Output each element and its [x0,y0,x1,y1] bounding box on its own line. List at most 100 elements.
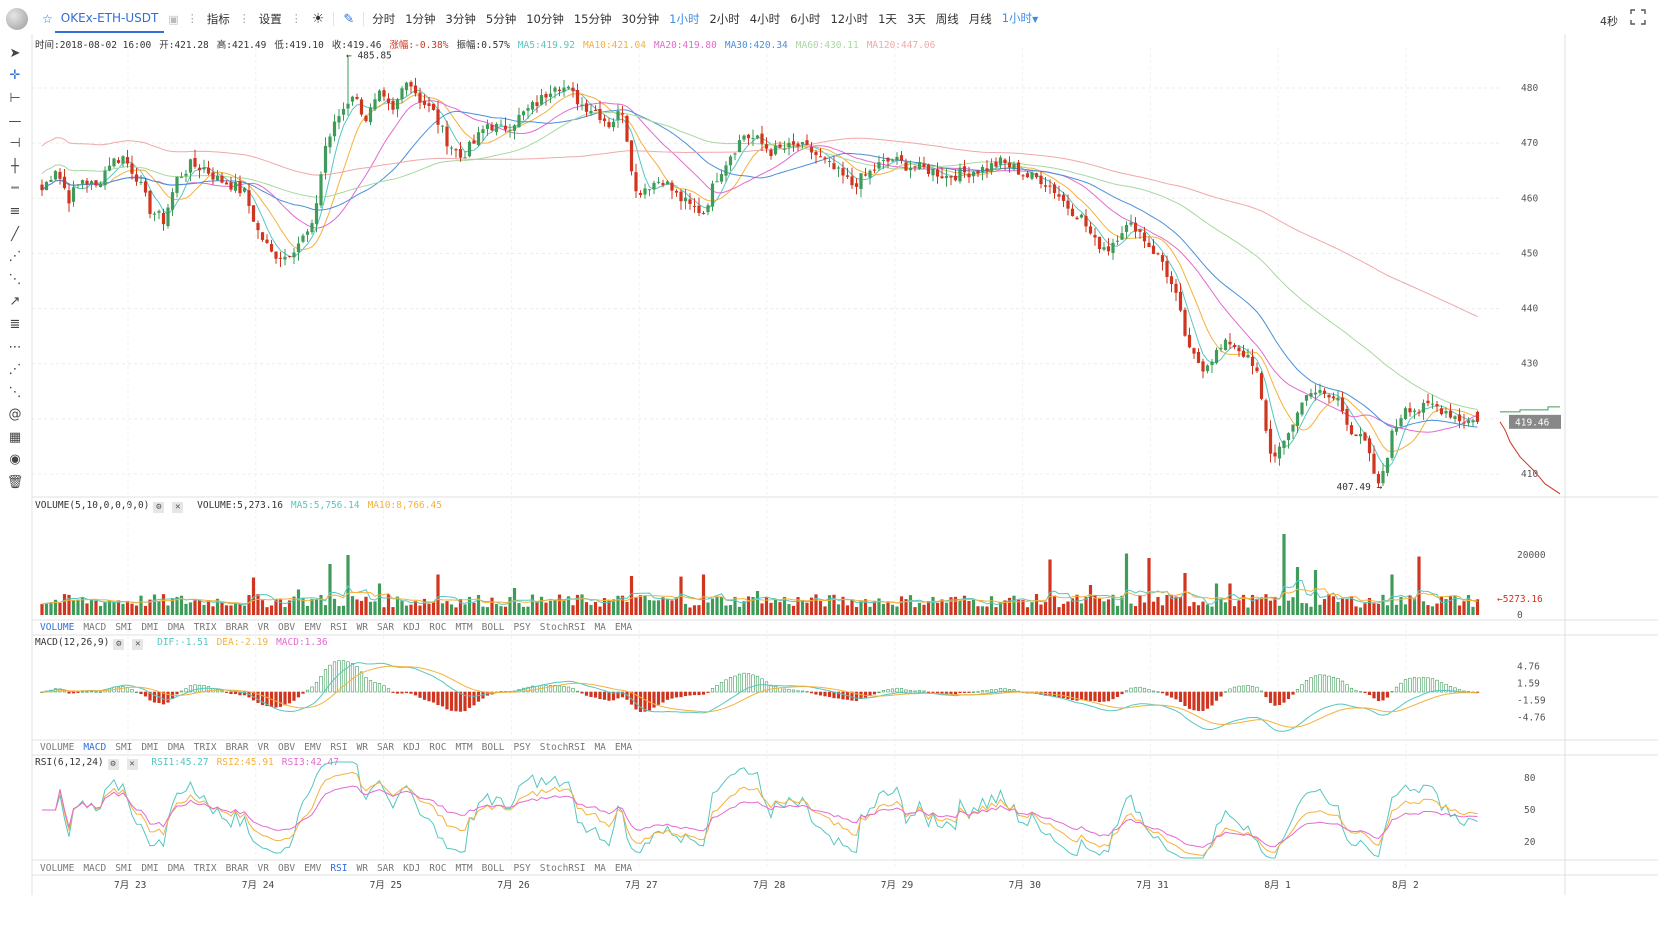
symbol-selector[interactable]: OKEx-ETH-USDT [54,5,165,33]
indicator-tab-wr[interactable]: WR [356,622,368,633]
price-range-icon[interactable]: ┉ [11,181,19,197]
indicator-tab-dma[interactable]: DMA [167,863,185,874]
indicator-tab-kdj[interactable]: KDJ [403,742,421,753]
indicator-tab-dmi[interactable]: DMI [141,863,159,874]
indicator-tab-wr[interactable]: WR [356,742,368,753]
indicator-tab-macd[interactable]: MACD [83,622,107,633]
settings-button[interactable]: 设置 [258,12,282,26]
indicator-tab-psy[interactable]: PSY [513,622,531,633]
indicator-tab-smi[interactable]: SMI [115,622,133,633]
indicator-tab-dma[interactable]: DMA [167,622,185,633]
horizontal-line-icon[interactable]: — [8,113,22,129]
indicator-tab-dmi[interactable]: DMI [141,622,159,633]
indicator-tab-roc[interactable]: ROC [429,742,447,753]
period-tab-10[interactable]: 6小时 [790,12,821,26]
indicator-tab-brar[interactable]: BRAR [225,622,249,633]
indicator-tab-emv[interactable]: EMV [304,622,322,633]
close-icon[interactable]: ✕ [172,502,184,513]
indicator-tab-vr[interactable]: VR [257,622,269,633]
trend-line-icon[interactable]: ╱ [11,226,19,242]
period-tab-13[interactable]: 3天 [906,12,926,26]
period-tab-2[interactable]: 3分钟 [445,12,476,26]
indicator-tab-mtm[interactable]: MTM [455,863,473,874]
period-tab-15[interactable]: 月线 [968,12,992,26]
indicator-tab-psy[interactable]: PSY [513,742,531,753]
gear-icon[interactable]: ⚙ [153,502,165,513]
period-dropdown[interactable]: 1小时▼ [1001,11,1039,25]
indicator-tab-obv[interactable]: OBV [277,863,296,874]
indicator-tab-rsi[interactable]: RSI [330,863,348,874]
trash-icon[interactable]: 🗑 [6,475,24,491]
period-tab-6[interactable]: 30分钟 [621,12,660,26]
gear-icon[interactable]: ⚙ [113,639,125,650]
indicator-tab-brar[interactable]: BRAR [225,742,249,753]
eye-icon[interactable]: ◉ [9,452,21,468]
indicator-tab-vr[interactable]: VR [257,863,269,874]
indicator-tab-macd[interactable]: MACD [83,863,107,874]
indicator-tab-wr[interactable]: WR [356,863,368,874]
indicator-tab-trix[interactable]: TRIX [193,622,217,633]
period-tab-5[interactable]: 15分钟 [573,12,612,26]
spiral-icon[interactable]: @ [8,407,22,423]
indicator-tab-trix[interactable]: TRIX [193,863,217,874]
favorite-star-icon[interactable]: ☆ [42,12,53,26]
cursor-icon[interactable]: ➤ [9,45,21,61]
indicator-tab-sar[interactable]: SAR [376,863,395,874]
indicator-tab-ma[interactable]: MA [594,742,606,753]
indicator-tab-obv[interactable]: OBV [277,742,296,753]
fib-retracement-icon[interactable]: ≣ [9,316,21,332]
indicator-button[interactable]: 指标 [206,12,230,26]
indicator-tab-stochrsi[interactable]: StochRSI [539,863,586,874]
indicator-tab-emv[interactable]: EMV [304,742,322,753]
horizontal-ray-icon[interactable]: ⊣ [9,136,21,152]
period-tab-1[interactable]: 1分钟 [405,12,436,26]
period-tab-11[interactable]: 12小时 [830,12,869,26]
indicator-tab-stochrsi[interactable]: StochRSI [539,622,586,633]
period-tab-8[interactable]: 2小时 [709,12,740,26]
period-tab-3[interactable]: 5分钟 [485,12,517,26]
period-tab-9[interactable]: 4小时 [749,12,781,26]
more-dots-icon[interactable]: ⋮ [238,12,250,25]
more-dots-icon[interactable]: ⋮ [290,12,302,25]
measure-icon[interactable]: ▦ [8,429,22,445]
indicator-tab-emv[interactable]: EMV [304,863,322,874]
indicator-tab-volume[interactable]: VOLUME [40,863,75,874]
symbol-compare-icon[interactable]: ▣ [168,12,179,26]
indicator-tab-trix[interactable]: TRIX [193,742,217,753]
period-tab-0[interactable]: 分时 [372,12,396,26]
period-tab-14[interactable]: 周线 [935,12,959,26]
indicator-tab-volume[interactable]: VOLUME [40,742,75,753]
indicator-tab-volume[interactable]: VOLUME [40,622,75,633]
indicator-tab-vr[interactable]: VR [257,742,269,753]
fib-channel-icon[interactable]: ⋰ [8,362,22,378]
speed-fan-icon[interactable]: ⋱ [8,384,22,400]
crosshair-icon[interactable]: ✛ [9,68,21,84]
more-dots-icon[interactable]: ⋮ [186,12,198,25]
indicator-tab-sar[interactable]: SAR [376,742,395,753]
gear-icon[interactable]: ⚙ [107,759,119,770]
indicator-tab-rsi[interactable]: RSI [330,742,348,753]
indicator-tab-smi[interactable]: SMI [115,742,133,753]
indicator-tab-boll[interactable]: BOLL [481,863,505,874]
indicator-tab-boll[interactable]: BOLL [481,622,505,633]
indicator-tab-roc[interactable]: ROC [429,622,447,633]
pitchfork-icon[interactable]: ⋱ [8,271,22,287]
indicator-tab-psy[interactable]: PSY [513,863,531,874]
close-icon[interactable]: ✕ [126,759,138,770]
indicator-tab-dmi[interactable]: DMI [141,742,159,753]
indicator-tab-mtm[interactable]: MTM [455,622,473,633]
indicator-tab-ema[interactable]: EMA [614,742,633,753]
indicator-tab-obv[interactable]: OBV [277,622,296,633]
theme-sun-icon[interactable]: ☀ [311,11,325,27]
indicator-tab-rsi[interactable]: RSI [330,622,348,633]
indicator-tab-mtm[interactable]: MTM [455,742,473,753]
vertical-line-icon[interactable]: ┼ [11,158,19,174]
indicator-tab-ma[interactable]: MA [594,863,606,874]
indicator-tab-ema[interactable]: EMA [614,863,633,874]
indicator-tab-dma[interactable]: DMA [167,742,185,753]
indicator-tab-brar[interactable]: BRAR [225,863,249,874]
close-icon[interactable]: ✕ [132,639,144,650]
draw-pen-icon[interactable]: ✎ [343,11,355,27]
indicator-tab-stochrsi[interactable]: StochRSI [539,742,586,753]
